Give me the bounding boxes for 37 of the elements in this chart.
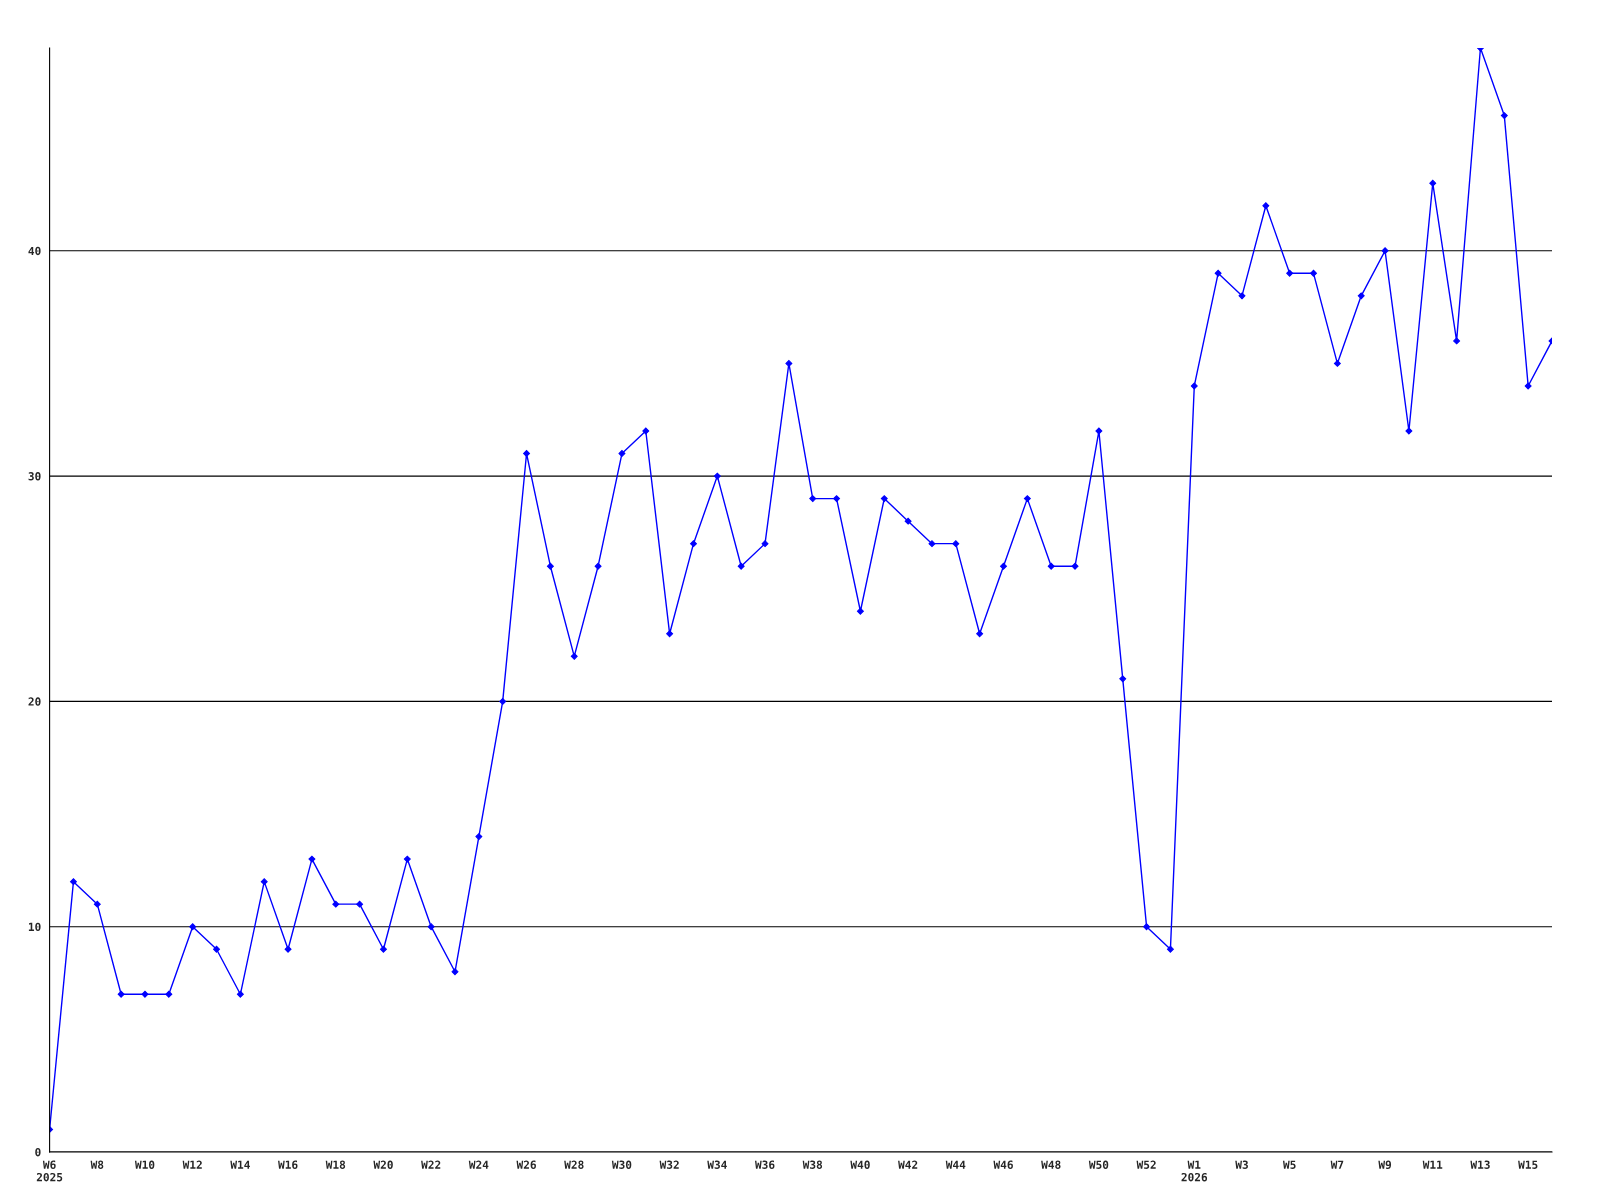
x-tick-label: W22: [421, 1160, 441, 1169]
x-tick-label: W9: [1378, 1160, 1392, 1169]
x-tick-label: W28: [564, 1160, 584, 1169]
x-tick-label: W6 2025: [36, 1160, 63, 1182]
x-tick-label: W38: [802, 1160, 823, 1169]
y-tick-label: 20: [28, 697, 41, 706]
y-tick-label: 40: [28, 246, 41, 256]
x-tick-label: W15: [1518, 1160, 1538, 1169]
x-tick-label: W52: [1136, 1160, 1156, 1169]
x-tick-label: W13: [1470, 1160, 1490, 1169]
x-tick-label: W44: [945, 1160, 966, 1169]
x-tick-label: W12: [182, 1160, 202, 1169]
x-tick-label: W8: [90, 1160, 104, 1169]
y-tick-label: 0: [35, 1147, 41, 1157]
x-tick-label: W5: [1282, 1160, 1296, 1169]
x-tick-label: W1 2026: [1181, 1160, 1208, 1182]
x-tick-label: W30: [611, 1160, 632, 1169]
y-tick-label: 30: [28, 472, 41, 481]
x-tick-label: W18: [325, 1160, 346, 1169]
x-tick-label: W40: [850, 1160, 870, 1169]
x-tick-label: W36: [754, 1160, 775, 1169]
x-tick-label: W20: [373, 1160, 393, 1169]
x-tick-label: W14: [230, 1160, 250, 1169]
x-tick-label: W24: [468, 1160, 489, 1169]
x-tick-label: W42: [898, 1160, 918, 1169]
x-tick-label: W10: [134, 1160, 155, 1169]
x-tick-label: W32: [659, 1160, 679, 1169]
x-tick-label: W11: [1422, 1160, 1443, 1169]
x-tick-label: W48: [1041, 1160, 1061, 1169]
x-tick-label: W26: [516, 1160, 536, 1169]
x-tick-label: W46: [993, 1160, 1013, 1169]
x-tick-label: W3: [1235, 1160, 1248, 1169]
x-tick-label: W34: [707, 1160, 727, 1169]
y-tick-label: 10: [28, 922, 41, 932]
x-tick-label: W7: [1330, 1160, 1344, 1169]
x-tick-label: W50: [1088, 1160, 1109, 1169]
x-tick-label: W16: [278, 1160, 298, 1169]
